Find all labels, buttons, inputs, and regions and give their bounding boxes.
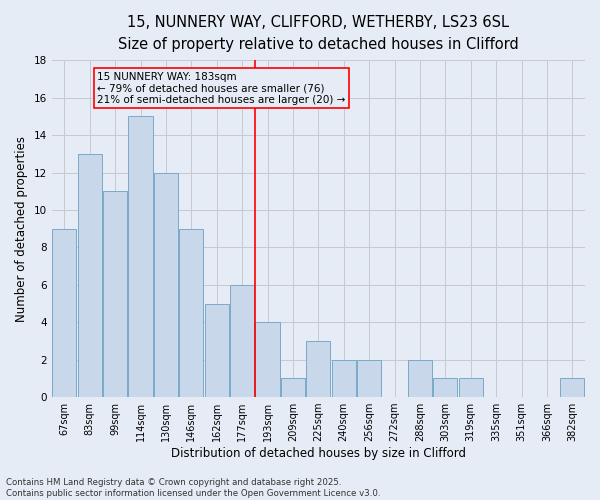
Bar xyxy=(306,341,331,397)
Text: Contains HM Land Registry data © Crown copyright and database right 2025.
Contai: Contains HM Land Registry data © Crown c… xyxy=(6,478,380,498)
Bar xyxy=(154,172,178,397)
Bar xyxy=(77,154,102,397)
Bar xyxy=(408,360,432,397)
Text: 15 NUNNERY WAY: 183sqm
← 79% of detached houses are smaller (76)
21% of semi-det: 15 NUNNERY WAY: 183sqm ← 79% of detached… xyxy=(97,72,346,104)
Title: 15, NUNNERY WAY, CLIFFORD, WETHERBY, LS23 6SL
Size of property relative to detac: 15, NUNNERY WAY, CLIFFORD, WETHERBY, LS2… xyxy=(118,15,519,52)
Y-axis label: Number of detached properties: Number of detached properties xyxy=(15,136,28,322)
X-axis label: Distribution of detached houses by size in Clifford: Distribution of detached houses by size … xyxy=(171,447,466,460)
Bar xyxy=(179,228,203,397)
Bar xyxy=(332,360,356,397)
Bar xyxy=(230,285,254,397)
Bar xyxy=(52,228,76,397)
Bar xyxy=(128,116,152,397)
Bar xyxy=(560,378,584,397)
Bar xyxy=(256,322,280,397)
Bar xyxy=(205,304,229,397)
Bar xyxy=(103,192,127,397)
Bar xyxy=(458,378,483,397)
Bar xyxy=(433,378,457,397)
Bar xyxy=(281,378,305,397)
Bar xyxy=(357,360,381,397)
